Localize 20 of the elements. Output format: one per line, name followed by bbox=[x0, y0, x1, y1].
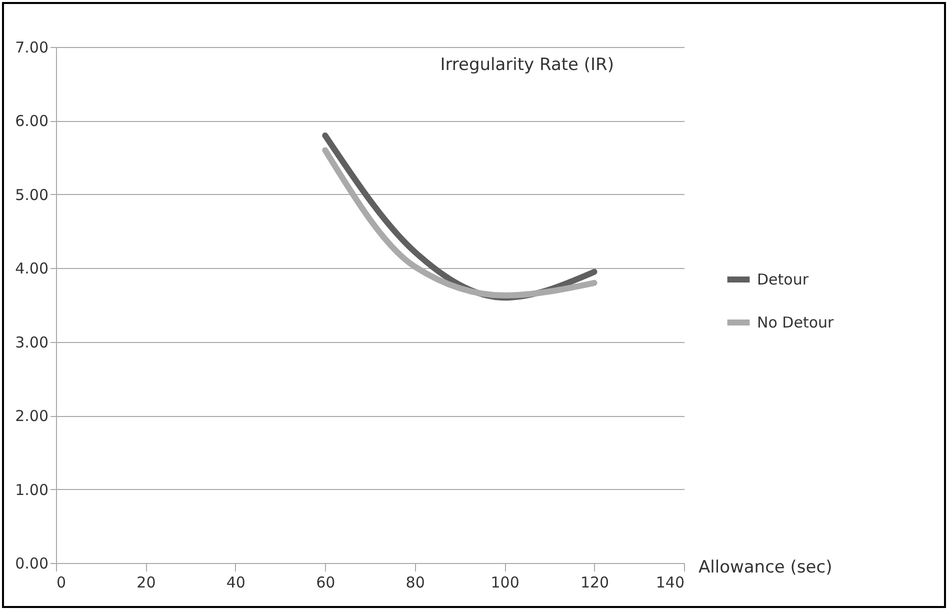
x-tick-label: 120 bbox=[580, 574, 610, 592]
x-axis-title: Allowance (sec) bbox=[698, 558, 832, 578]
legend-label: Detour bbox=[757, 270, 810, 288]
x-tick-label: 20 bbox=[136, 574, 156, 592]
x-tick-label: 140 bbox=[656, 574, 684, 592]
x-tick-label: 40 bbox=[226, 574, 246, 592]
legend-label: No Detour bbox=[757, 314, 835, 332]
x-tick-label: 60 bbox=[316, 574, 336, 592]
y-tick-label: 6.00 bbox=[15, 112, 48, 130]
y-tick-label: 5.00 bbox=[15, 186, 48, 204]
y-tick-label: 0.00 bbox=[15, 554, 48, 572]
y-tick-label: 3.00 bbox=[15, 333, 48, 352]
text: Irregularity Rate (IR) bbox=[440, 55, 614, 75]
x-tick-label: 80 bbox=[406, 574, 425, 592]
y-tick-label: 4.00 bbox=[15, 260, 48, 278]
y-tick-label: 7.00 bbox=[15, 38, 48, 56]
y-tick-label: 2.00 bbox=[15, 407, 48, 426]
x-tick-label: 0 bbox=[56, 574, 66, 592]
y-tick-label: 1.00 bbox=[15, 480, 48, 499]
x-tick-label: 100 bbox=[490, 574, 520, 592]
